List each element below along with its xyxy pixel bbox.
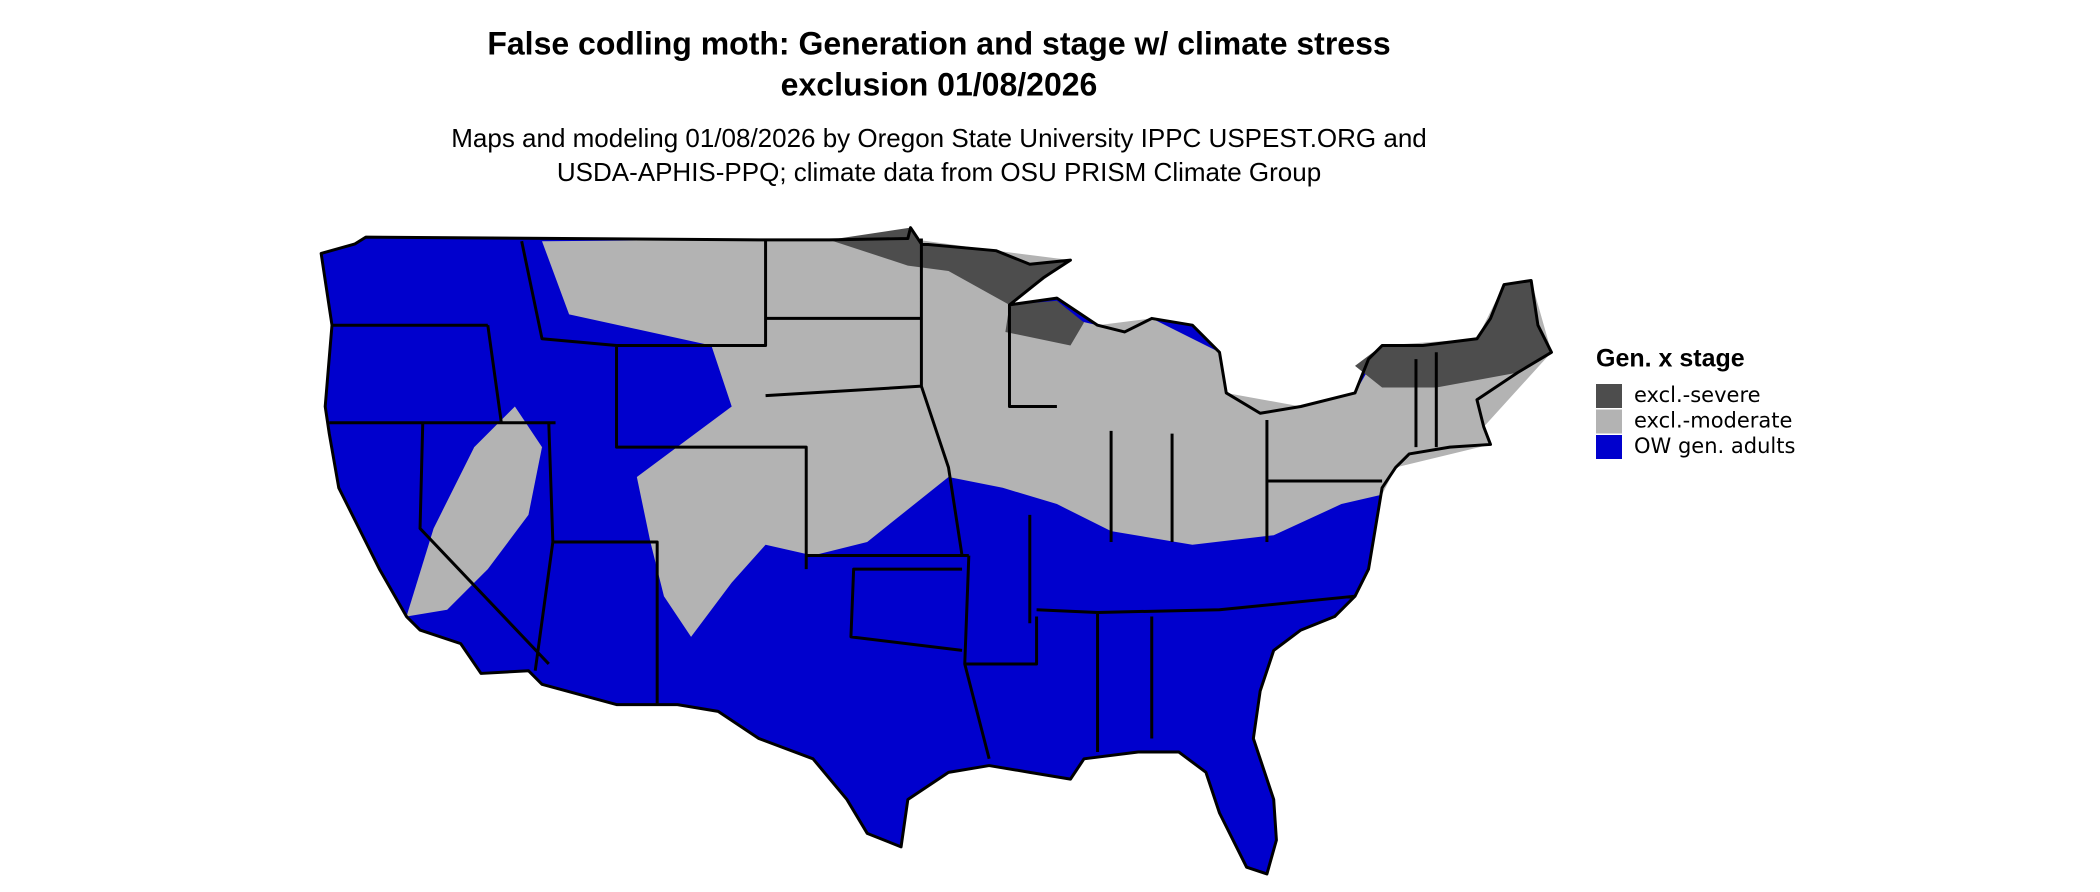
state-borders [319,226,1553,876]
legend-title: Gen. x stage [1596,345,1745,373]
legend-label: excl.-moderate [1634,409,1792,433]
title: False codling moth: Generation and stage… [487,25,1390,61]
region-moderate [542,238,1552,637]
region-severe [829,227,1084,346]
legend-swatch [1596,384,1622,408]
title: exclusion 01/08/2026 [781,66,1098,102]
region-moderate [406,406,542,617]
legend-label: OW gen. adults [1634,434,1795,458]
subtitle: Maps and modeling 01/08/2026 by Oregon S… [451,123,1427,153]
legend-label: excl.-severe [1634,383,1761,407]
legend-swatch [1596,435,1622,459]
region-severe [1355,280,1552,388]
region-ow [321,227,1552,874]
map [319,226,1553,876]
legend-swatch [1596,409,1622,434]
subtitle: USDA-APHIS-PPQ; climate data from OSU PR… [557,157,1321,187]
